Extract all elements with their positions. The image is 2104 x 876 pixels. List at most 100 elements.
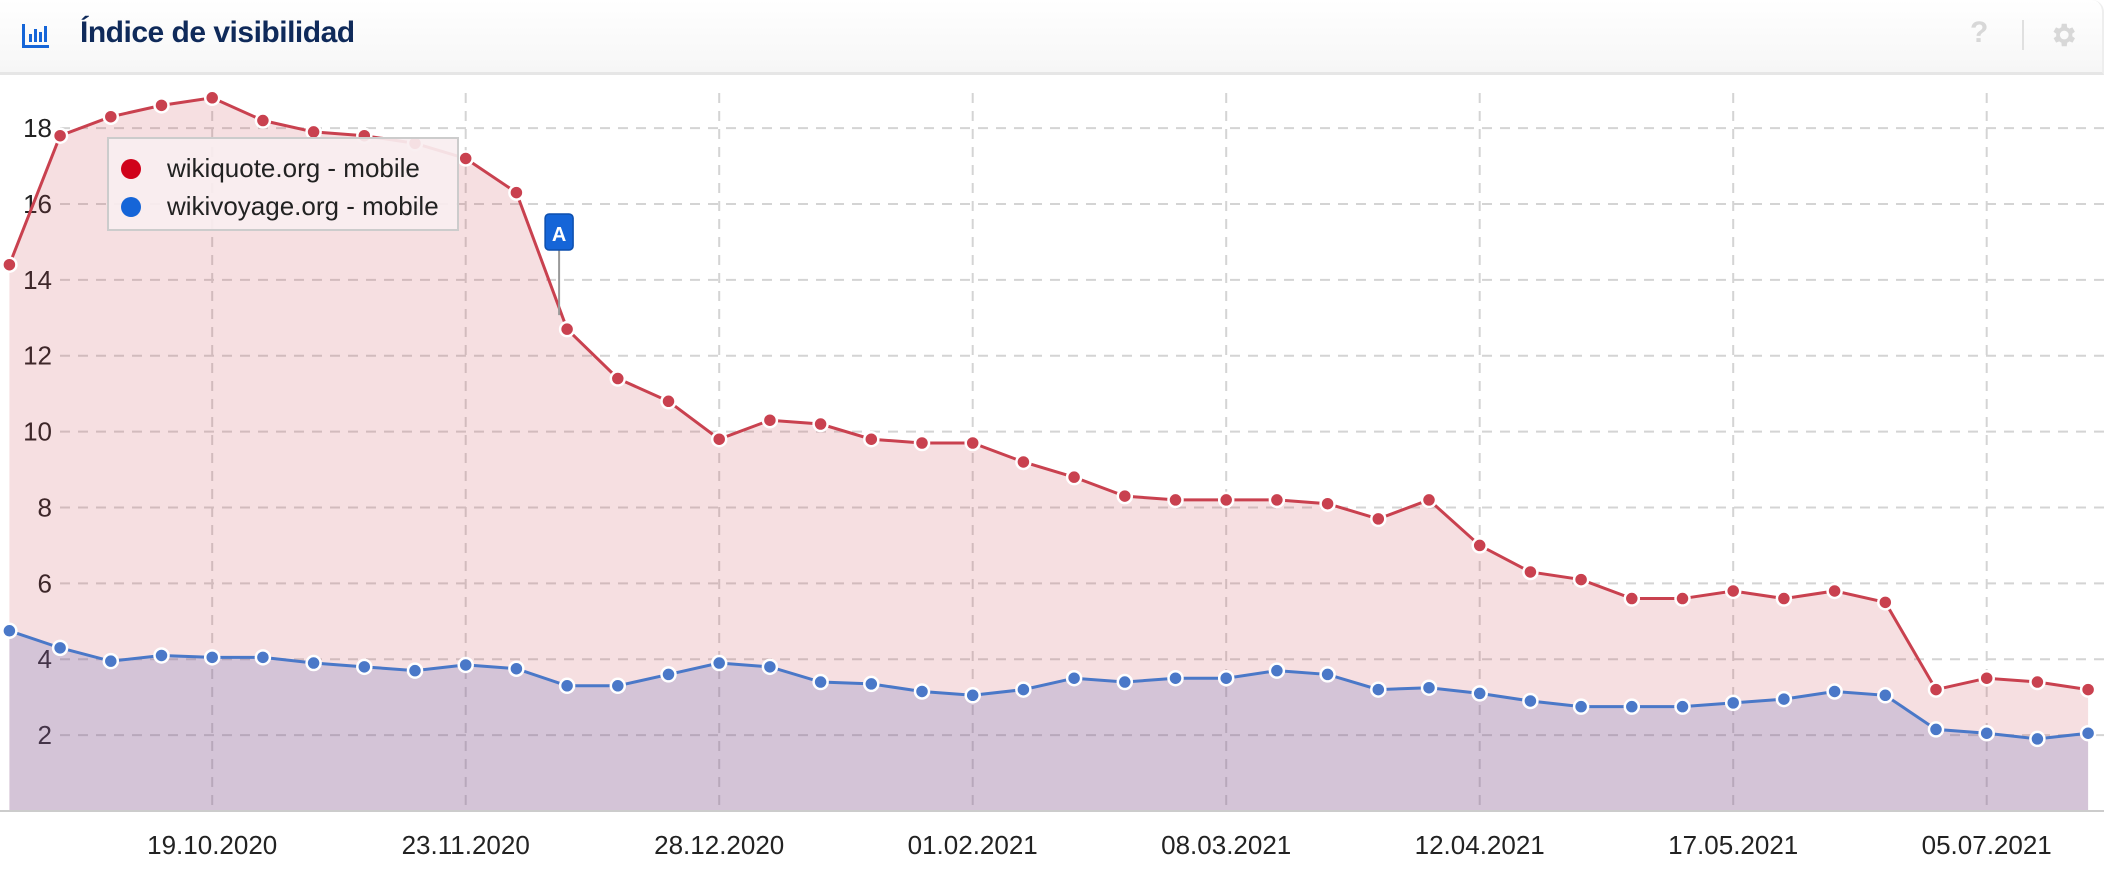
page-title: Índice de visibilidad (80, 16, 355, 49)
data-point-wikivoyage[interactable] (1522, 692, 1539, 710)
data-point-wikiquote[interactable] (508, 184, 525, 201)
data-point-wikiquote[interactable] (1724, 582, 1742, 600)
data-point-wikiquote[interactable] (1268, 491, 1286, 509)
data-point-wikiquote[interactable] (1522, 563, 1539, 581)
data-point-wikivoyage[interactable] (964, 687, 981, 704)
data-point-wikiquote[interactable] (203, 89, 221, 107)
data-point-wikiquote[interactable] (1015, 453, 1032, 471)
data-point-wikiquote[interactable] (913, 434, 931, 452)
data-point-wikivoyage[interactable] (406, 662, 424, 679)
data-point-wikiquote[interactable] (1775, 590, 1793, 607)
data-point-wikivoyage[interactable] (761, 658, 779, 676)
data-point-wikiquote[interactable] (710, 430, 728, 448)
data-point-wikiquote[interactable] (1471, 537, 1488, 554)
data-point-wikiquote[interactable] (1927, 681, 1945, 698)
data-point-wikiquote[interactable] (102, 108, 120, 125)
data-point-wikivoyage[interactable] (305, 654, 322, 672)
data-point-wikivoyage[interactable] (153, 647, 170, 664)
data-point-wikiquote[interactable] (609, 370, 627, 387)
data-point-wikiquote[interactable] (2079, 681, 2097, 698)
data-point-wikiquote[interactable] (1674, 590, 1691, 607)
data-point-wikivoyage[interactable] (1116, 673, 1134, 691)
data-point-wikiquote[interactable] (1420, 491, 1438, 509)
data-point-wikivoyage[interactable] (660, 666, 677, 683)
data-point-wikiquote[interactable] (660, 393, 677, 410)
divider (2022, 20, 2024, 50)
data-point-wikiquote[interactable] (1217, 491, 1235, 509)
data-point-wikivoyage[interactable] (1775, 690, 1793, 708)
data-point-wikivoyage[interactable] (254, 649, 272, 666)
x-tick-label: 17.05.2021 (1668, 830, 1798, 860)
data-point-wikivoyage[interactable] (1724, 694, 1742, 712)
data-point-wikivoyage[interactable] (913, 683, 931, 700)
x-tick-label: 19.10.2020 (147, 830, 277, 860)
data-point-wikiquote[interactable] (51, 127, 69, 144)
y-tick-label: 18 (23, 113, 52, 143)
legend-item-wikiquote[interactable]: wikiquote.org - mobile (121, 153, 420, 184)
data-point-wikiquote[interactable] (1370, 510, 1387, 528)
data-point-wikivoyage[interactable] (1826, 683, 1843, 700)
data-point-wikiquote[interactable] (457, 150, 474, 167)
data-point-wikiquote[interactable] (558, 320, 576, 338)
data-point-wikivoyage[interactable] (710, 654, 728, 672)
data-point-wikiquote[interactable] (812, 415, 829, 433)
data-point-wikiquote[interactable] (1319, 495, 1336, 512)
data-point-wikivoyage[interactable] (508, 660, 525, 677)
data-point-wikiquote[interactable] (254, 112, 272, 129)
data-point-wikiquote[interactable] (1826, 582, 1843, 600)
data-point-wikivoyage[interactable] (51, 639, 69, 657)
data-point-wikivoyage[interactable] (2029, 730, 2046, 748)
data-point-wikivoyage[interactable] (1370, 681, 1387, 698)
data-point-wikivoyage[interactable] (1877, 687, 1894, 704)
data-point-wikivoyage[interactable] (203, 649, 221, 666)
x-tick-label: 08.03.2021 (1161, 830, 1291, 860)
legend-item-wikivoyage[interactable]: wikivoyage.org - mobile (121, 191, 439, 222)
data-point-wikivoyage[interactable] (356, 658, 373, 676)
data-point-wikivoyage[interactable] (1065, 669, 1083, 687)
data-point-wikiquote[interactable] (1978, 669, 1995, 687)
data-point-wikivoyage[interactable] (1978, 724, 1995, 742)
data-point-wikivoyage[interactable] (2079, 724, 2097, 742)
area-wikivoyage (9, 630, 2089, 811)
data-point-wikiquote[interactable] (1877, 594, 1894, 611)
data-point-wikivoyage[interactable] (1217, 669, 1235, 687)
data-point-wikivoyage[interactable] (609, 677, 627, 695)
legend-marker-icon (121, 158, 141, 179)
data-point-wikivoyage[interactable] (1572, 698, 1590, 715)
data-point-wikiquote[interactable] (964, 434, 981, 452)
annotation-marker[interactable] (544, 213, 574, 251)
data-point-wikivoyage[interactable] (1420, 679, 1438, 696)
data-point-wikivoyage[interactable] (1, 622, 18, 640)
help-icon[interactable]: ? (1970, 16, 1989, 49)
data-point-wikivoyage[interactable] (102, 652, 120, 670)
legend-label: wikiquote.org - mobile (167, 153, 420, 183)
y-tick-label: 12 (23, 341, 52, 371)
gear-icon[interactable] (2048, 20, 2078, 50)
chart-legend: wikiquote.org - mobile wikivoyage.org - … (107, 137, 459, 231)
data-point-wikiquote[interactable] (1065, 468, 1083, 486)
data-point-wikiquote[interactable] (2029, 673, 2046, 691)
data-point-wikivoyage[interactable] (863, 675, 880, 693)
data-point-wikiquote[interactable] (1572, 571, 1590, 588)
data-point-wikivoyage[interactable] (558, 677, 576, 695)
data-point-wikiquote[interactable] (1623, 590, 1641, 607)
data-point-wikiquote[interactable] (761, 411, 779, 429)
data-point-wikiquote[interactable] (153, 97, 170, 114)
data-point-wikivoyage[interactable] (457, 656, 474, 674)
data-point-wikivoyage[interactable] (1623, 698, 1641, 715)
data-point-wikivoyage[interactable] (1319, 666, 1336, 683)
data-point-wikivoyage[interactable] (1015, 681, 1032, 698)
data-point-wikiquote[interactable] (1116, 487, 1134, 505)
data-point-wikivoyage[interactable] (1471, 685, 1488, 702)
data-point-wikiquote[interactable] (1167, 491, 1184, 509)
y-tick-label: 4 (38, 644, 52, 674)
data-point-wikiquote[interactable] (1, 256, 18, 273)
x-tick-label: 23.11.2020 (402, 830, 530, 860)
data-point-wikivoyage[interactable] (812, 673, 829, 691)
data-point-wikivoyage[interactable] (1674, 698, 1691, 715)
data-point-wikivoyage[interactable] (1167, 669, 1184, 687)
data-point-wikivoyage[interactable] (1268, 662, 1286, 679)
data-point-wikiquote[interactable] (863, 430, 880, 448)
data-point-wikivoyage[interactable] (1927, 721, 1945, 738)
